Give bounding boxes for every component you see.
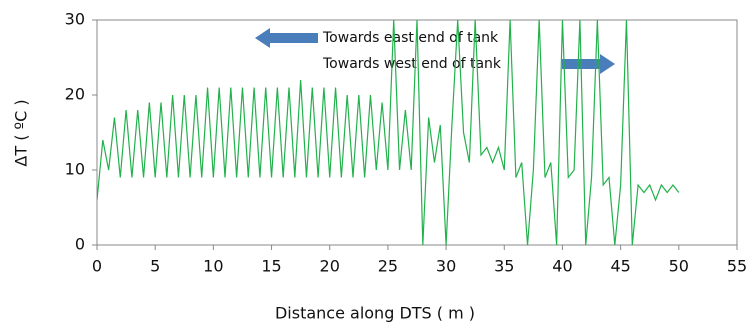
arrow-left	[255, 28, 318, 48]
x-tick-label: 35	[494, 257, 514, 276]
x-tick-label: 20	[320, 257, 340, 276]
x-tick-label: 15	[261, 257, 281, 276]
x-tick-label: 55	[727, 257, 747, 276]
x-tick-label: 25	[378, 257, 398, 276]
y-tick-label: 10	[65, 160, 85, 179]
x-tick-label: 10	[203, 257, 223, 276]
plot-area	[97, 20, 680, 245]
arrow-right	[562, 54, 615, 74]
y-axis-label: ΔT ( ºC )	[12, 99, 31, 166]
x-tick-label: 50	[669, 257, 689, 276]
annotation: Towards west end of tank	[322, 56, 502, 72]
x-tick-label: 0	[92, 257, 102, 276]
x-tick-label: 45	[610, 257, 630, 276]
x-axis-label: Distance along DTS ( m )	[275, 304, 475, 323]
x-tick-label: 5	[150, 257, 160, 276]
annotation: Towards east end of tank	[322, 30, 499, 46]
x-tick-label: 30	[436, 257, 456, 276]
y-tick-label: 20	[65, 85, 85, 104]
data-line	[97, 20, 680, 245]
x-tick-label: 40	[552, 257, 572, 276]
y-tick-label: 30	[65, 10, 85, 29]
y-tick-label: 0	[75, 235, 85, 254]
